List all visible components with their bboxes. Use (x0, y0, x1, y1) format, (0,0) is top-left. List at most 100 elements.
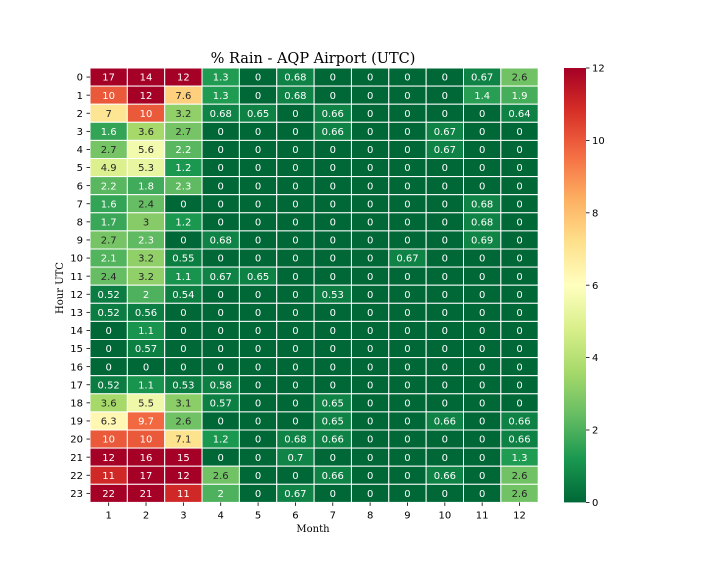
cell-value-label: 0.66 (322, 109, 344, 120)
cell-value-label: 0 (367, 163, 373, 174)
y-tick-label: 4 (77, 145, 83, 156)
cell-value-label: 0 (479, 362, 485, 373)
cell-value-label: 0 (330, 254, 336, 265)
cell-value-label: 0 (255, 344, 261, 355)
cell-value-label: 0 (442, 163, 448, 174)
cell-value-label: 0 (255, 254, 261, 265)
cell-value-label: 0 (367, 308, 373, 319)
cell-value-label: 2 (218, 489, 224, 500)
cell-value-label: 0 (442, 344, 448, 355)
cell-value-label: 0 (218, 127, 224, 138)
x-tick-label: 4 (218, 510, 224, 521)
cell-value-label: 0 (442, 217, 448, 228)
cell-value-label: 0 (292, 163, 298, 174)
cell-value-label: 0 (367, 236, 373, 247)
cell-value-label: 0 (442, 453, 448, 464)
cell-value-label: 0 (330, 236, 336, 247)
cell-value-label: 0 (516, 163, 522, 174)
cell-value-label: 0 (479, 181, 485, 192)
cell-value-label: 0 (516, 199, 522, 210)
cell-value-label: 0 (479, 272, 485, 283)
cell-value-label: 0 (367, 217, 373, 228)
cell-value-label: 0 (479, 453, 485, 464)
cell-value-label: 0 (218, 217, 224, 228)
cell-value-label: 0.64 (508, 109, 530, 120)
cell-value-label: 0 (292, 127, 298, 138)
x-tick-label: 10 (438, 510, 451, 521)
cell-value-label: 0 (180, 362, 186, 373)
cell-value-label: 12 (177, 73, 190, 84)
cell-value-label: 1.3 (213, 91, 229, 102)
cell-value-label: 3.1 (175, 398, 191, 409)
cell-value-label: 0 (367, 109, 373, 120)
cell-value-label: 0 (180, 236, 186, 247)
cell-value-label: 2.3 (138, 236, 154, 247)
cell-value-label: 0 (218, 181, 224, 192)
cell-value-label: 1.7 (101, 217, 117, 228)
cell-value-label: 0.66 (508, 417, 530, 428)
cell-value-label: 0 (442, 236, 448, 247)
cell-value-label: 0 (367, 489, 373, 500)
cell-value-label: 0 (180, 344, 186, 355)
cell-value-label: 0 (404, 489, 410, 500)
cell-value-label: 0 (218, 199, 224, 210)
cell-value-label: 0.68 (284, 73, 306, 84)
cell-value-label: 0 (330, 489, 336, 500)
cell-value-label: 0 (516, 217, 522, 228)
cell-value-label: 0.65 (247, 272, 269, 283)
y-tick-label: 12 (70, 290, 83, 301)
cell-value-label: 0 (479, 163, 485, 174)
cell-value-label: 0.66 (434, 417, 456, 428)
cell-value-label: 0.7 (287, 453, 303, 464)
cell-value-label: 1.9 (512, 91, 528, 102)
cell-value-label: 0 (516, 326, 522, 337)
cell-value-label: 0.58 (210, 380, 232, 391)
colorbar-gradient (564, 68, 586, 503)
cell-value-label: 0 (479, 145, 485, 156)
cell-value-label: 3.6 (138, 127, 154, 138)
cell-value-label: 0 (404, 236, 410, 247)
cell-value-label: 17 (140, 471, 153, 482)
cell-value-label: 11 (177, 489, 190, 500)
cell-value-label: 2.7 (175, 127, 191, 138)
cell-value-label: 0.68 (210, 236, 232, 247)
cell-value-label: 0.53 (322, 290, 344, 301)
cell-value-label: 0.65 (322, 417, 344, 428)
cell-value-label: 0 (218, 326, 224, 337)
cell-value-label: 0 (404, 326, 410, 337)
y-tick-label: 23 (70, 489, 83, 500)
y-tick-label: 6 (77, 181, 83, 192)
cell-value-label: 0.66 (322, 127, 344, 138)
cell-value-label: 9.7 (138, 417, 154, 428)
cell-value-label: 0 (404, 272, 410, 283)
cell-value-label: 0 (516, 127, 522, 138)
cell-value-label: 0 (255, 91, 261, 102)
cell-value-label: 0 (330, 217, 336, 228)
cell-value-label: 0 (404, 417, 410, 428)
cell-value-label: 10 (140, 435, 153, 446)
cell-value-label: 0 (442, 199, 448, 210)
x-ticks: 1 2 3 4 5 6 7 8 9 10 11 12 (105, 502, 526, 521)
cell-value-label: 0.66 (322, 435, 344, 446)
x-axis-label: Month (296, 524, 330, 535)
cell-value-label: 0 (255, 380, 261, 391)
y-tick-label: 10 (70, 254, 83, 265)
cell-value-label: 1.1 (138, 380, 154, 391)
cell-value-label: 0 (404, 199, 410, 210)
cell-value-label: 0 (367, 417, 373, 428)
cell-value-label: 2.6 (512, 471, 528, 482)
cell-value-label: 0 (404, 290, 410, 301)
cell-value-label: 0 (516, 145, 522, 156)
cell-value-label: 0 (255, 471, 261, 482)
x-tick-label: 2 (143, 510, 149, 521)
cell-value-label: 0 (255, 181, 261, 192)
cell-value-label: 0 (255, 163, 261, 174)
y-tick-label: 11 (70, 272, 83, 283)
cell-value-label: 0 (442, 380, 448, 391)
cell-value-label: 0.57 (135, 344, 157, 355)
cell-value-label: 0 (292, 362, 298, 373)
cell-value-label: 0 (442, 73, 448, 84)
cell-value-label: 5.6 (138, 145, 154, 156)
cell-value-label: 0 (404, 217, 410, 228)
y-tick-label: 22 (70, 471, 83, 482)
